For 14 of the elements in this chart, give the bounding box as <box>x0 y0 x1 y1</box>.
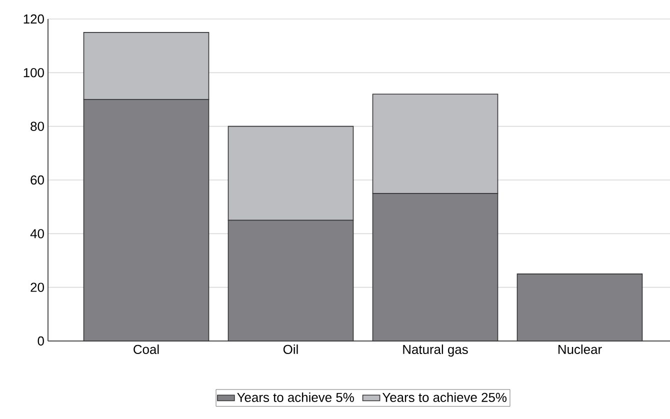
y-tick-label: 120 <box>24 14 44 24</box>
bar <box>516 274 643 342</box>
y-tick-label: 80 <box>30 122 44 131</box>
legend-label: Years to achieve 25% <box>382 392 507 402</box>
x-tick-label: Oil <box>283 344 298 354</box>
y-tick-label: 0 <box>38 336 44 346</box>
y-tick-label: 40 <box>30 229 44 238</box>
y-tick-label: 100 <box>24 68 44 78</box>
y-tick-label: 60 <box>30 175 44 185</box>
x-tick-label: Nuclear <box>558 344 602 354</box>
x-tick-label: Natural gas <box>403 344 468 357</box>
legend-label: Years to achieve 5% <box>237 392 354 402</box>
y-tick-label: 20 <box>30 282 44 292</box>
x-tick-label: Coal <box>134 344 159 354</box>
